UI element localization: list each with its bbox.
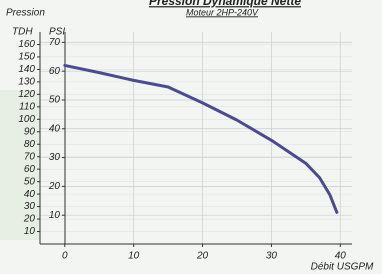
y2-tick-label: 120 xyxy=(18,89,35,100)
y2-tick-label: 20 xyxy=(23,214,36,225)
y-tick-label: 30 xyxy=(49,152,61,163)
y-tick-label: 40 xyxy=(49,123,61,134)
x-tick-label: 0 xyxy=(62,251,68,262)
y-tick-label: 60 xyxy=(49,66,61,77)
y2-tick-label: 160 xyxy=(18,39,35,50)
y2-tick-label: 150 xyxy=(18,52,35,63)
y2-tick-label: 30 xyxy=(24,201,36,212)
x-label: Débit USGPM xyxy=(311,262,374,273)
y2-tick-label: 80 xyxy=(24,139,36,150)
y-tick-label: 10 xyxy=(49,210,61,221)
y2-tick-label: 60 xyxy=(24,164,36,175)
chart: Pression Dynamique Nette Moteur 2HP-240V… xyxy=(0,0,382,274)
y2-tick-label: 100 xyxy=(18,114,35,125)
x-tick-label: 30 xyxy=(266,251,278,262)
y-label: PSI xyxy=(49,27,65,38)
y2-tick-label: 110 xyxy=(19,101,35,112)
y2-tick-label: 50 xyxy=(24,176,36,187)
y2-tick-label: 140 xyxy=(18,64,35,75)
y-tick-label: 20 xyxy=(48,181,61,192)
y2-tick-label: 130 xyxy=(18,77,35,88)
chart-subtitle: Moteur 2HP-240V xyxy=(186,7,259,17)
y2-tick-label: 70 xyxy=(24,151,36,162)
y2-tick-label: 40 xyxy=(24,189,36,200)
x-tick-label: 20 xyxy=(196,251,209,262)
x-tick-label: 10 xyxy=(128,251,140,262)
x-tick-label: 40 xyxy=(335,251,347,262)
y-tick-label: 50 xyxy=(49,95,61,106)
y-tick-label: 70 xyxy=(49,37,61,48)
axis-title: Pression xyxy=(6,8,45,19)
y2-tick-label: 10 xyxy=(24,226,36,237)
y2-label: TDH xyxy=(12,27,33,38)
y2-tick-label: 90 xyxy=(24,126,36,137)
